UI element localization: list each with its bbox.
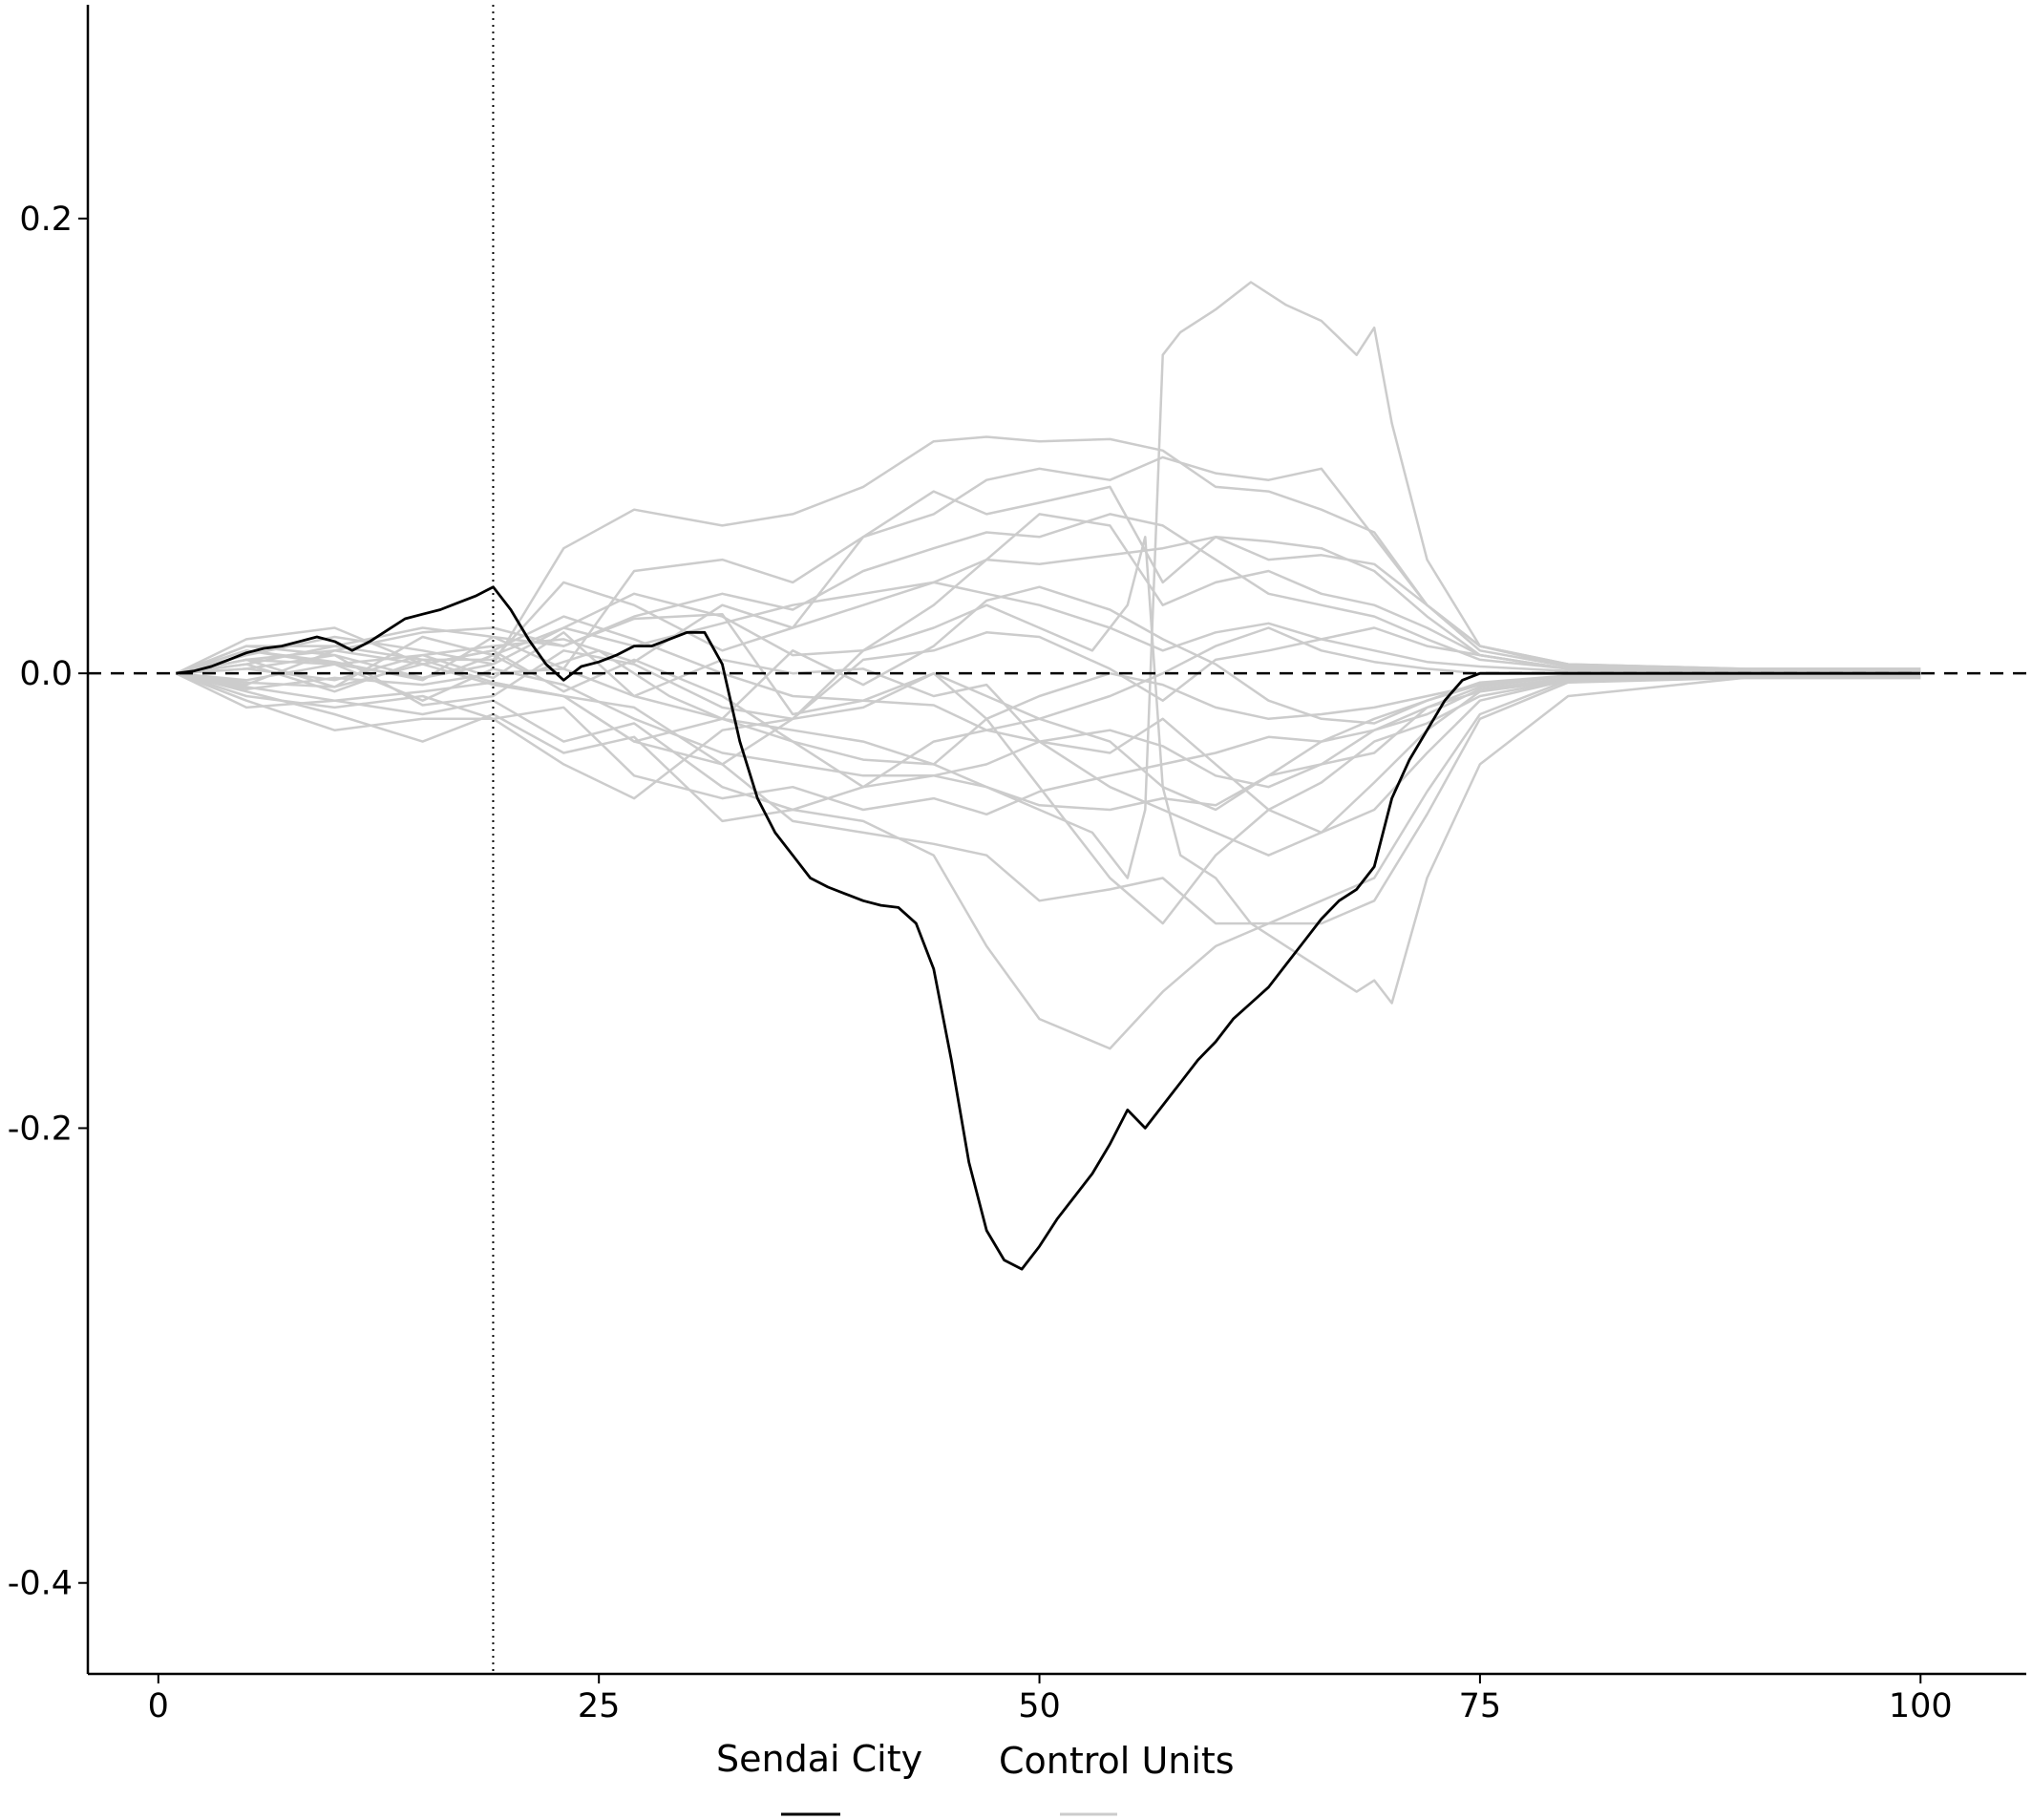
- legend-label-sendai-city: Sendai City: [716, 1738, 922, 1780]
- control-unit-line-15: [176, 612, 1921, 925]
- control-unit-line-22: [176, 536, 1921, 1005]
- control-unit-line-3: [175, 485, 1921, 682]
- sendai-city-line: [176, 585, 1921, 1271]
- control-unit-line-4: [176, 658, 1921, 925]
- x-tick-label: 100: [1889, 1687, 1953, 1725]
- x-tick-label: 50: [1018, 1687, 1061, 1725]
- control-unit-line-17: [176, 513, 1921, 688]
- legend: Sendai City Control Units: [716, 1738, 1235, 1816]
- control-unit-line-19: [175, 455, 1921, 675]
- control-unit-line-2: [176, 671, 1921, 1050]
- control-unit-line-9: [175, 672, 1921, 816]
- control-unit-line-14: [175, 581, 1921, 675]
- sendai-city-line-group: [176, 585, 1921, 1271]
- control-unit-line-20: [176, 658, 1921, 857]
- legend-label-control-units: Control Units: [999, 1740, 1235, 1782]
- y-tick-label: -0.4: [8, 1565, 73, 1603]
- control-unit-line-8: [176, 513, 1921, 675]
- y-tick-label: 0.0: [19, 655, 73, 693]
- y-axis-ticks: -0.4 -0.2 0.0 0.2: [8, 201, 88, 1603]
- control-unit-line-18: [176, 649, 1921, 812]
- x-tick-label: 0: [148, 1687, 169, 1725]
- control-units-lines: [175, 281, 1921, 1050]
- x-tick-label: 75: [1459, 1687, 1502, 1725]
- control-unit-line-21: [176, 281, 1921, 879]
- control-unit-line-16: [175, 626, 1921, 789]
- x-tick-label: 25: [578, 1687, 621, 1725]
- y-tick-label: 0.2: [19, 201, 73, 239]
- x-axis-ticks: 0 25 50 75 100: [148, 1674, 1953, 1725]
- y-tick-label: -0.2: [8, 1110, 73, 1148]
